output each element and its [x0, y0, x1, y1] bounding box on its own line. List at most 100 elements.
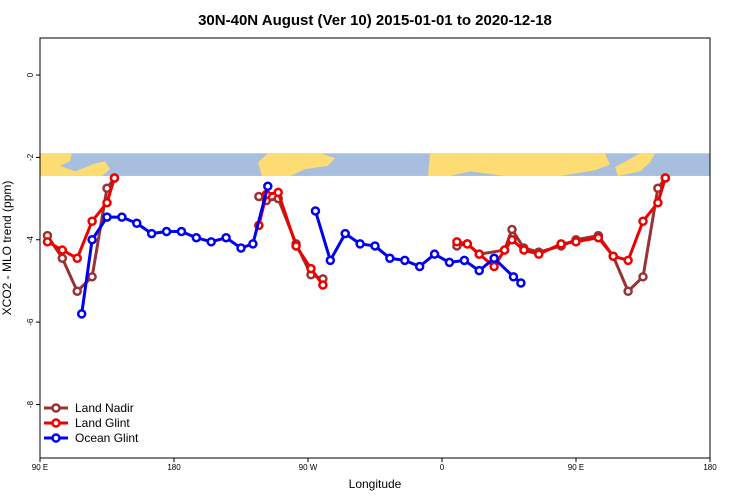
data-point [306, 263, 316, 274]
data-point [638, 272, 648, 282]
legend-item-land-nadir: Land Nadir [44, 401, 134, 415]
data-point [474, 249, 484, 259]
data-point [87, 235, 97, 245]
y-axis-label: XCO2 - MLO trend (ppm) [0, 181, 14, 316]
chart-title: 30N-40N August (Ver 10) 2015-01-01 to 20… [198, 12, 552, 29]
y-axis: 0 -2 -4 -6 -8 [26, 72, 40, 408]
data-point [325, 255, 336, 266]
data-point [623, 255, 633, 266]
map-land-2 [428, 153, 610, 176]
data-point [310, 206, 321, 216]
data-point [146, 228, 157, 239]
data-point [206, 237, 216, 247]
legend-marker [51, 433, 61, 443]
series-line-land-glint-2 [456, 177, 667, 269]
legend-marker [51, 418, 61, 428]
data-point [102, 212, 112, 222]
data-point [161, 226, 172, 237]
data-point [593, 232, 604, 243]
data-point [623, 286, 633, 296]
data-point [72, 253, 82, 264]
data-point [176, 226, 187, 237]
data-point [109, 173, 120, 183]
data-point [429, 249, 440, 259]
map-land-3 [615, 153, 655, 176]
legend-label: Land Nadir [75, 401, 134, 415]
data-point [57, 253, 68, 264]
series-line-land-nadir-0 [46, 177, 116, 293]
series-land-glint [42, 173, 671, 290]
x-tick-label: 90 E [568, 463, 584, 472]
data-point [608, 251, 618, 261]
data-point [236, 243, 246, 253]
data-point [72, 286, 82, 296]
data-point [489, 261, 499, 272]
data-point [291, 241, 301, 251]
data-point [87, 272, 97, 282]
data-point [508, 272, 519, 282]
data-point [370, 241, 380, 251]
data-point [638, 216, 648, 226]
data-point [462, 239, 473, 249]
series-line-ocean-glint-1 [314, 210, 522, 285]
data-point [263, 181, 273, 191]
data-point [385, 253, 395, 264]
map-land-0 [40, 153, 110, 176]
y-tick-label: -8 [26, 400, 35, 408]
data-point [42, 237, 53, 247]
data-point [444, 257, 455, 268]
data-point [571, 237, 581, 247]
x-tick-label: 90 E [32, 463, 48, 472]
data-point [117, 212, 127, 222]
data-point [191, 232, 202, 243]
x-tick-label: 180 [167, 463, 181, 472]
data-point [221, 232, 231, 243]
data-point [507, 224, 517, 235]
data-point [516, 278, 526, 288]
data-point [57, 245, 68, 255]
y-tick-label: -4 [26, 236, 35, 244]
data-point [340, 228, 350, 239]
data-point [556, 239, 566, 249]
data-point [519, 245, 529, 255]
series-layer [42, 173, 671, 319]
data-point [102, 197, 112, 208]
x-axis-label: Longitude [349, 477, 402, 491]
x-tick-label: 0 [440, 463, 445, 472]
data-point [660, 173, 671, 183]
map-band [40, 153, 710, 176]
data-point [452, 237, 462, 247]
plot-frame [39, 37, 711, 459]
legend-label: Land Glint [75, 416, 130, 430]
data-point [499, 245, 510, 255]
data-point [355, 239, 365, 249]
data-point [474, 265, 484, 276]
x-tick-label: 90 W [299, 463, 318, 472]
y-tick-label: 0 [26, 72, 35, 77]
data-point [507, 235, 517, 245]
series-land-nadir [42, 173, 671, 296]
y-tick-label: -6 [26, 318, 35, 326]
data-point [400, 255, 410, 266]
series-ocean-glint [76, 181, 526, 319]
legend-marker [51, 403, 61, 413]
data-point [489, 253, 499, 264]
data-point [87, 216, 97, 226]
data-point [653, 197, 663, 208]
data-point [318, 280, 328, 290]
data-point [254, 191, 264, 202]
data-point [459, 255, 470, 266]
x-axis: 90 E 180 90 W 0 90 E 180 [32, 458, 717, 472]
data-point [273, 187, 283, 198]
data-point [76, 309, 87, 319]
data-point [534, 249, 544, 259]
legend-item-land-glint: Land Glint [44, 416, 130, 430]
data-point [132, 218, 142, 229]
y-tick-label: -2 [26, 153, 35, 161]
x-tick-label: 180 [703, 463, 717, 472]
data-point [248, 239, 258, 249]
legend-label: Ocean Glint [75, 431, 139, 445]
series-line-land-nadir-2 [456, 177, 667, 293]
